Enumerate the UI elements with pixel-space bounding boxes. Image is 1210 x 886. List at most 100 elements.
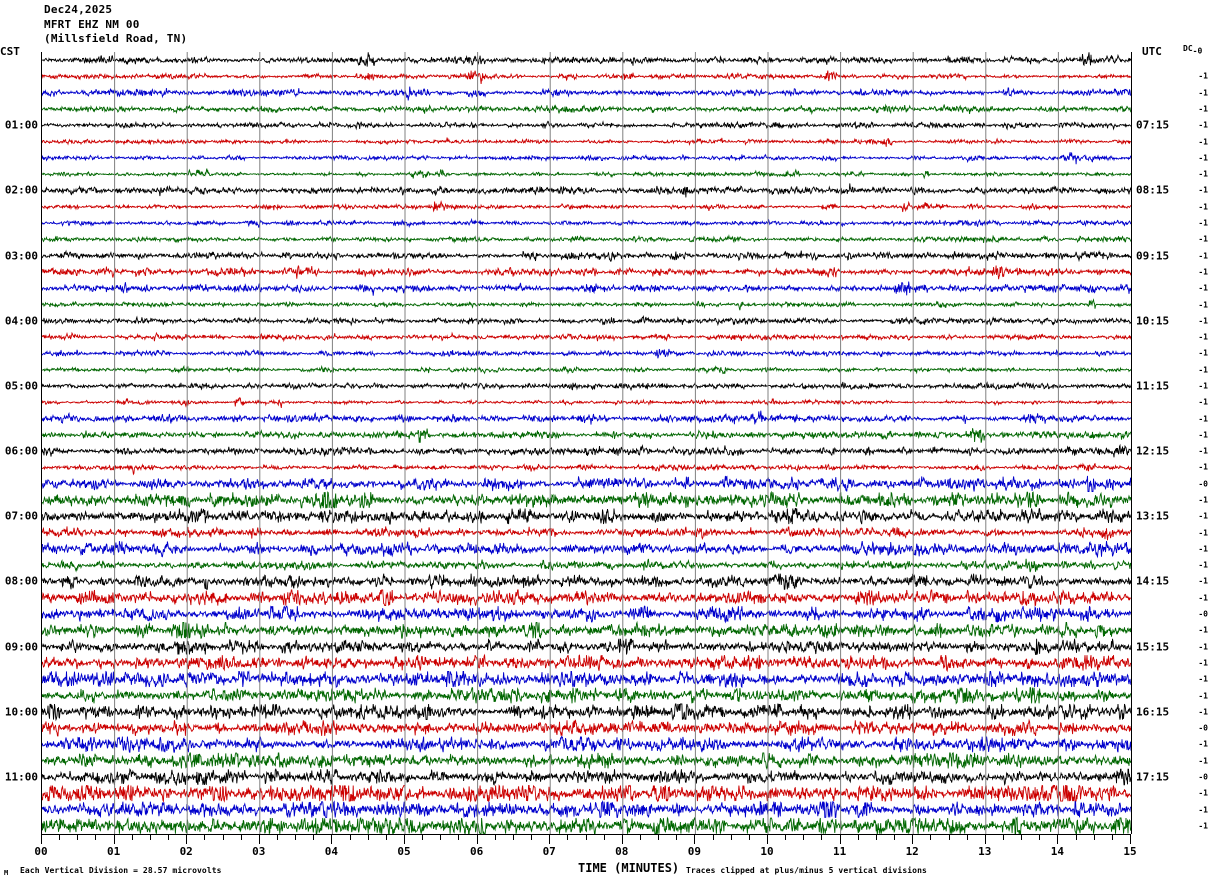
trace-line <box>42 767 1131 787</box>
dc-value: -1 <box>1198 576 1208 586</box>
trace-line <box>42 653 1131 673</box>
dc-value: -1 <box>1198 707 1208 717</box>
dc-value: -1 <box>1198 821 1208 831</box>
dc-value: -1 <box>1198 674 1208 684</box>
dc-value: -1 <box>1198 185 1208 195</box>
trace-line <box>42 507 1131 525</box>
dc-value: -1 <box>1198 397 1208 407</box>
clip-note: Traces clipped at plus/minus 5 vertical … <box>686 866 927 875</box>
x-tick-major <box>912 835 913 844</box>
dc-value: -1 <box>1198 251 1208 261</box>
dc-value: -1 <box>1198 71 1208 81</box>
trace-line <box>42 573 1131 590</box>
x-axis-title: TIME (MINUTES) <box>578 861 680 875</box>
x-tick-minor <box>313 835 314 840</box>
x-tick-major <box>840 835 841 844</box>
dc-column-header: DC-0 <box>1183 44 1203 56</box>
x-tick-minor <box>967 835 968 840</box>
trace-line <box>42 462 1131 476</box>
dc-value: -1 <box>1198 756 1208 766</box>
dc-value: -0 <box>1198 479 1208 489</box>
dc-value: -1 <box>1198 381 1208 391</box>
trace-line <box>42 410 1131 425</box>
dc-value: -1 <box>1198 88 1208 98</box>
right-hour-label: 16:15 <box>1136 705 1170 719</box>
trace-line <box>42 103 1131 115</box>
trace-line <box>42 331 1131 343</box>
dc-value: -1 <box>1198 739 1208 749</box>
dc-value: -1 <box>1198 430 1208 440</box>
trace-line <box>42 526 1131 541</box>
x-tick-minor <box>458 835 459 840</box>
x-tick-label: 10 <box>760 845 774 858</box>
right-hour-label: 08:15 <box>1136 183 1170 197</box>
dc-value: -1 <box>1198 300 1208 310</box>
trace-line <box>42 70 1131 85</box>
left-timezone-label: CST <box>0 45 20 58</box>
x-tick-major <box>694 835 695 844</box>
trace-line <box>42 443 1131 458</box>
x-tick-minor <box>132 835 133 840</box>
x-tick-minor <box>713 835 714 840</box>
x-tick-minor <box>422 835 423 840</box>
trace-line <box>42 490 1131 510</box>
x-tick-label: 15 <box>1123 845 1137 858</box>
x-tick-minor <box>77 835 78 840</box>
x-tick-minor <box>1076 835 1077 840</box>
dc-value: -1 <box>1198 560 1208 570</box>
x-tick-major <box>767 835 768 844</box>
left-hour-label: 08:00 <box>4 574 38 588</box>
dc-value: -1 <box>1198 658 1208 668</box>
x-tick-minor <box>749 835 750 840</box>
right-hour-label: 14:15 <box>1136 574 1170 588</box>
x-tick-minor <box>59 835 60 840</box>
trace-line <box>42 348 1131 359</box>
x-tick-major <box>186 835 187 844</box>
dc-value: -1 <box>1198 202 1208 212</box>
trace-line <box>42 86 1131 101</box>
header-station: MFRT EHZ NM 00 <box>44 17 140 31</box>
dc-value: -1 <box>1198 805 1208 815</box>
dc-value: -0 <box>1198 723 1208 733</box>
trace-line <box>42 120 1131 131</box>
right-hour-label: 10:15 <box>1136 314 1170 328</box>
x-tick-minor <box>1112 835 1113 840</box>
x-tick-major <box>41 835 42 844</box>
left-hour-label: 05:00 <box>4 379 38 393</box>
x-tick-major <box>259 835 260 844</box>
x-tick-minor <box>604 835 605 840</box>
dc-value: -1 <box>1198 137 1208 147</box>
left-hour-label: 03:00 <box>4 249 38 263</box>
trace-line <box>42 217 1131 229</box>
x-tick-label: 11 <box>832 845 847 858</box>
trace-line <box>42 686 1131 705</box>
x-tick-label: 13 <box>978 845 992 858</box>
trace-line <box>42 670 1131 689</box>
corner-mark: M <box>4 869 9 877</box>
trace-line <box>42 314 1131 327</box>
trace-line <box>42 703 1131 722</box>
dc-value: -1 <box>1198 267 1208 277</box>
right-hour-label: 07:15 <box>1136 118 1170 132</box>
x-tick-minor <box>876 835 877 840</box>
trace-line <box>42 784 1131 803</box>
dc-value: -1 <box>1198 528 1208 538</box>
x-tick-major <box>1057 835 1058 844</box>
trace-line <box>42 249 1131 263</box>
trace-line <box>42 298 1131 311</box>
x-tick-minor <box>1039 835 1040 840</box>
x-tick-minor <box>785 835 786 840</box>
dc-value: -1 <box>1198 283 1208 293</box>
x-tick-label: 01 <box>106 845 121 858</box>
x-tick-label: 09 <box>687 845 702 858</box>
x-tick-minor <box>821 835 822 840</box>
x-tick-minor <box>368 835 369 840</box>
trace-line <box>42 152 1131 165</box>
right-hour-label: 17:15 <box>1136 770 1170 784</box>
x-tick-minor <box>495 835 496 840</box>
seismogram-traces <box>42 52 1131 834</box>
dc-value: -1 <box>1198 153 1208 163</box>
dc-value: -1 <box>1198 446 1208 456</box>
seismogram-plot-area <box>41 52 1132 834</box>
x-tick-major <box>549 835 550 844</box>
